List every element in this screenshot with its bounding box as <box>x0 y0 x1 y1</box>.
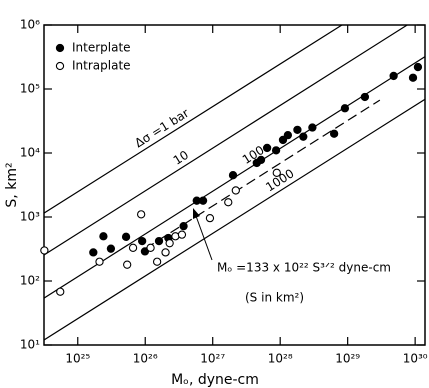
reference-line <box>44 25 344 214</box>
data-point <box>360 92 370 102</box>
x-tick-label: 10²⁶ <box>133 352 158 366</box>
data-point <box>224 198 233 207</box>
data-point <box>262 143 272 153</box>
data-point <box>177 230 187 239</box>
data-point <box>40 246 49 255</box>
data-point <box>137 210 146 219</box>
data-point <box>89 248 98 257</box>
data-point <box>95 257 104 266</box>
data-point <box>128 243 138 252</box>
y-tick-label: 10⁴ <box>20 146 40 160</box>
data-point <box>228 171 238 180</box>
reference-line <box>44 25 409 256</box>
annotation-arrow <box>195 215 213 261</box>
data-point <box>137 236 147 246</box>
plot-frame <box>43 24 426 346</box>
x-tick-label: 10³⁰ <box>403 352 428 366</box>
data-point <box>413 62 423 72</box>
data-point <box>146 243 155 252</box>
x-tick-label: 10²⁵ <box>65 352 90 366</box>
data-point <box>56 287 65 296</box>
data-point <box>99 232 108 241</box>
data-point <box>272 168 281 177</box>
data-point <box>299 132 308 141</box>
data-point <box>165 239 174 248</box>
data-point <box>340 104 350 113</box>
reference-line <box>44 98 425 341</box>
data-point <box>106 244 116 253</box>
data-point <box>198 196 208 205</box>
x-tick-label: 10²⁸ <box>268 352 293 366</box>
data-point <box>205 213 215 223</box>
legend-marker <box>55 43 65 53</box>
y-tick-label: 10⁶ <box>20 18 40 32</box>
data-point <box>283 131 293 140</box>
legend-label: Intraplate <box>72 59 131 73</box>
data-point <box>256 155 266 165</box>
y-tick-label: 10⁵ <box>20 82 40 96</box>
legend-label: Interplate <box>72 41 131 55</box>
data-point <box>308 123 317 132</box>
data-point <box>293 125 302 134</box>
x-tick-label: 10²⁷ <box>200 352 225 366</box>
units-annotation: (S in km²) <box>245 291 304 305</box>
x-tick-label: 10²⁹ <box>335 352 360 366</box>
data-point <box>179 221 188 231</box>
y-tick-label: 10³ <box>20 210 40 224</box>
x-axis-title: Mₒ, dyne-cm <box>171 372 259 388</box>
data-point <box>271 146 281 155</box>
y-tick-label: 10¹ <box>20 338 40 352</box>
data-point <box>278 135 288 145</box>
data-point <box>329 129 339 138</box>
reference-line-label: Δσ =1 bar <box>132 106 191 150</box>
reference-line-label: 10 <box>171 148 191 168</box>
data-point <box>123 260 132 269</box>
data-point <box>231 186 240 195</box>
arrow-head <box>193 208 200 219</box>
legend-marker <box>55 61 65 71</box>
y-axis-title: S, km² <box>4 162 20 207</box>
data-point <box>154 236 164 246</box>
data-point <box>161 248 170 257</box>
data-point <box>152 257 162 266</box>
y-tick-label: 10² <box>20 274 40 288</box>
data-point <box>408 73 418 82</box>
data-point <box>121 232 131 241</box>
data-point <box>389 71 398 81</box>
equation-annotation: Mₒ =133 x 10²² S³ᐟ² dyne-cm <box>217 261 391 275</box>
